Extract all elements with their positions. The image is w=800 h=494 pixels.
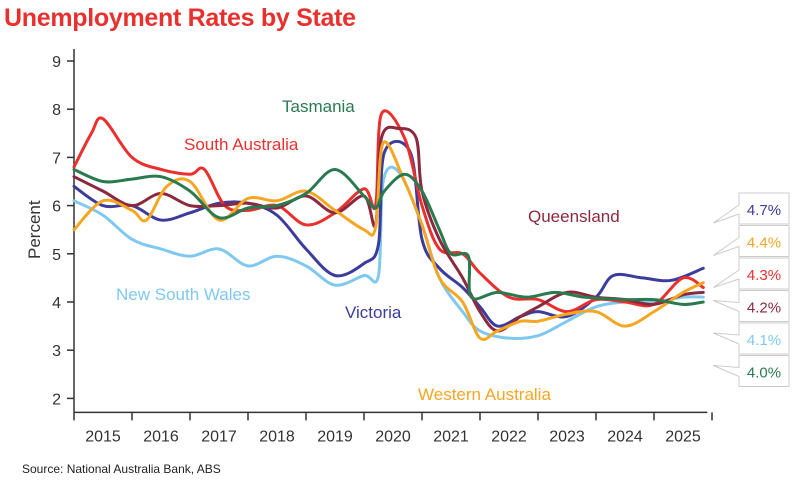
end-label-box xyxy=(713,290,790,322)
series-label: South Australia xyxy=(184,135,299,154)
y-tick-label: 9 xyxy=(52,54,61,71)
x-tick-label: 2017 xyxy=(201,428,237,445)
x-tick-label: 2020 xyxy=(375,428,411,445)
x-tick-label: 2025 xyxy=(665,428,701,445)
series-label: Victoria xyxy=(345,303,402,322)
series-tasmania: Tasmania 4.0% xyxy=(72,97,790,387)
x-tick-label: 2024 xyxy=(607,428,643,445)
y-tick-label: 5 xyxy=(52,247,61,264)
series-south-australia: South Australia 4.3% xyxy=(72,109,790,314)
series-line xyxy=(72,140,705,341)
series-label: Queensland xyxy=(528,207,620,226)
end-label-box xyxy=(713,192,790,225)
x-tick-label: 2021 xyxy=(433,428,469,445)
y-tick-label: 3 xyxy=(52,343,61,360)
end-value-label: 4.4% xyxy=(747,235,781,252)
x-tick-label: 2015 xyxy=(85,428,121,445)
series-new-south-wales: New South Wales 4.1% xyxy=(72,165,790,355)
end-label-box xyxy=(713,322,790,355)
chart-title: Unemployment Rates by State xyxy=(4,4,356,32)
y-tick-label: 7 xyxy=(52,150,61,167)
end-value-label: 4.0% xyxy=(747,365,781,382)
y-tick-label: 2 xyxy=(52,391,61,408)
end-label-box xyxy=(713,225,790,257)
series-label: New South Wales xyxy=(116,285,250,304)
series-western-australia: Western Australia 4.4% xyxy=(72,140,790,404)
series-line xyxy=(72,165,705,341)
x-tick-label: 2023 xyxy=(549,428,585,445)
x-tick-label: 2016 xyxy=(143,428,179,445)
end-label-box xyxy=(713,355,790,387)
end-value-label: 4.1% xyxy=(747,332,781,349)
y-axis-label: Percent xyxy=(25,200,44,259)
y-tick-label: 6 xyxy=(52,199,61,216)
source-note: Source: National Australia Bank, ABS xyxy=(22,462,221,476)
end-value-label: 4.2% xyxy=(747,300,781,317)
y-tick-label: 4 xyxy=(52,295,61,312)
x-tick-label: 2018 xyxy=(259,428,295,445)
x-tick-label: 2022 xyxy=(491,428,527,445)
series-line xyxy=(72,167,705,306)
end-value-label: 4.3% xyxy=(747,267,781,284)
x-tick-label: 2019 xyxy=(317,428,353,445)
series-victoria: Victoria 4.7% xyxy=(72,139,790,328)
end-label-box xyxy=(713,257,790,290)
end-value-label: 4.7% xyxy=(747,202,781,219)
series-label: Western Australia xyxy=(418,385,551,404)
series-label: Tasmania xyxy=(282,97,355,116)
series-line xyxy=(72,109,705,314)
y-tick-label: 8 xyxy=(52,102,61,119)
